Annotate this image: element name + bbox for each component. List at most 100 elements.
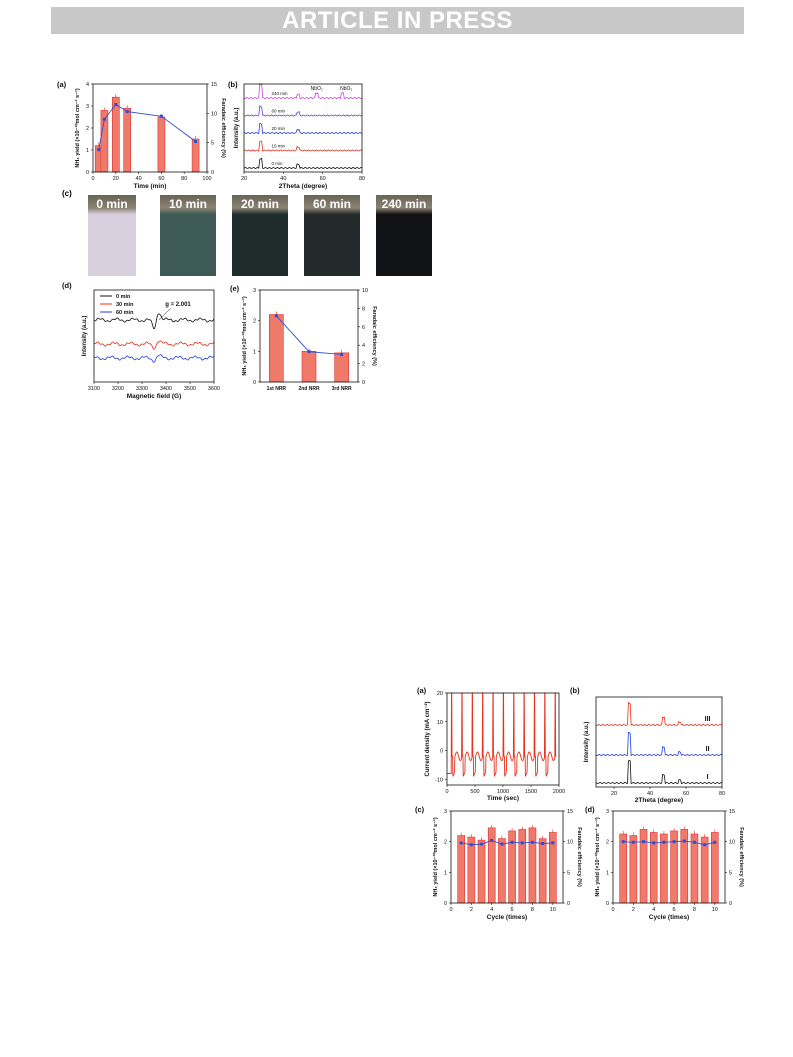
fig2a-xtick-label: 2000 (553, 789, 565, 795)
fig2c-ytick-label: 2 (444, 840, 447, 846)
fig1a-xtick-label: 100 (202, 176, 211, 182)
fig1d-frame (93, 289, 215, 383)
fig1e-ylabel-right: Faradaic efficiency (%) (371, 306, 377, 366)
fig1b-peak-label: NbO₂ (311, 86, 323, 92)
fig2c-ytick-label: 1 (444, 870, 447, 876)
fig1d-trace (93, 340, 215, 350)
fig2d-fe-point (713, 840, 717, 844)
fig2b-trace-label: II (706, 746, 710, 753)
fig1e-bar (269, 314, 284, 383)
fig2c-bar (467, 836, 476, 904)
fig2c-xtick-label: 4 (490, 907, 493, 913)
fig2c-rtick-label: 15 (567, 809, 573, 815)
fig1d-legend-label: 60 min (116, 310, 134, 316)
fig2d-ytick-label: 0 (606, 901, 609, 907)
fig1e-frame (259, 289, 359, 383)
fig1d-legend-label: 30 min (116, 302, 134, 308)
fig2d-fe-line (623, 840, 715, 846)
fig1a-ytick-label: 4 (86, 82, 89, 88)
fig1a-bar (123, 107, 131, 173)
fig2d-frame (612, 810, 726, 904)
fig1a-fe-point (159, 114, 163, 118)
fig1b-xlabel: 2Theta (degree) (279, 183, 327, 190)
fig1d-xtick-label: 3100 (88, 386, 100, 392)
fig2a-xtick-label: 1500 (525, 789, 537, 795)
fig2a-xtick-label: 0 (445, 789, 448, 795)
fig2c-bar (457, 835, 465, 904)
fig1b-peak-label: NbO₂ (340, 86, 352, 92)
fig2d-xtick-label: 0 (611, 907, 614, 913)
fig2d-fe-point (652, 841, 656, 845)
fig1e-category-label: 2nd NRR (298, 386, 320, 392)
fig2d-xtick-label: 2 (632, 907, 635, 913)
fig2c-fe-point (510, 840, 514, 844)
fig1e-fe-point (340, 352, 344, 356)
fig1-panel-c-label: (c) (62, 189, 72, 198)
fig2c-ytick-label: 0 (444, 901, 447, 907)
fig1a-fe-point (194, 139, 198, 143)
fig2c-fe-line (461, 839, 553, 846)
fig2c-fe-point (500, 842, 504, 846)
fig1c-photo: 0 min (88, 195, 136, 276)
fig2b-xlabel: 2Theta (degree) (635, 797, 683, 804)
fig1d-legend-label: 0 min (116, 294, 131, 300)
fig1e-bar (301, 351, 317, 383)
fig2b-xtick-label: 60 (683, 791, 689, 797)
fig2c-label: (c) (415, 805, 425, 814)
fig1d-xtick-label: 3400 (160, 386, 172, 392)
fig1e-category-label: 3rd NRR (332, 386, 352, 392)
fig1c-photo: 240 min (376, 195, 432, 276)
fig1b-trace-label: 240 min (272, 91, 289, 96)
fig1a-rtick-label: 0 (211, 170, 214, 176)
fig1e-ytick-label: 1 (253, 349, 256, 355)
fig1d-label: (d) (62, 281, 72, 290)
fig1d-xtick-label: 3300 (136, 386, 148, 392)
fig1e-rtick-label: 10 (362, 288, 368, 294)
fig2d-fe-point (703, 843, 707, 847)
fig2c-bar (518, 829, 527, 904)
fig1a-fe-line (98, 103, 196, 150)
fig1d-annotation-arrow (158, 307, 171, 321)
fig1e-rtick-label: 2 (362, 362, 365, 368)
fig2d-ytick-label: 1 (606, 870, 609, 876)
fig1b-trace-label: 0 min (272, 161, 284, 166)
fig1b-trace-label: 20 min (272, 126, 286, 131)
fig2b-ylabel: Intensity (a.u.) (584, 722, 590, 763)
fig2d-rtick-label: 5 (729, 870, 732, 876)
fig1a-fe-point (114, 103, 118, 107)
fig1c-photo: 60 min (304, 195, 360, 276)
fig2d-ytick-label: 2 (606, 840, 609, 846)
fig1a-rtick-label: 15 (211, 82, 217, 88)
fig2d-xlabel: Cycle (times) (649, 914, 689, 921)
fig1e-label: (e) (230, 284, 240, 293)
fig2c-fe-point (541, 842, 545, 846)
fig1a-xtick-label: 20 (113, 176, 119, 182)
fig2a-ytick-label: -10 (435, 777, 443, 783)
fig1a-frame (92, 83, 208, 173)
fig1b-trace (243, 83, 363, 100)
fig2b-trace-label: III (705, 716, 711, 723)
fig2c-ylabel-left: NH₃ yield (×10⁻¹⁰mol cm⁻² s⁻¹) (432, 817, 439, 896)
fig2a-xtick-label: 500 (470, 789, 479, 795)
fig1d-trace (93, 354, 215, 363)
fig1c-photo-caption: 10 min (168, 197, 207, 211)
fig1b-trace (243, 123, 363, 135)
fig1d-ylabel: Intensity (a.u.) (82, 316, 88, 357)
fig2c-bar (498, 838, 506, 904)
article-in-press-banner: ARTICLE IN PRESS (51, 7, 744, 34)
fig1d-trace (93, 313, 215, 330)
fig2d-bar (619, 833, 627, 904)
fig1e-rtick-label: 4 (362, 343, 365, 349)
fig2d-ytick-label: 3 (606, 809, 609, 815)
fig2c-bar (528, 827, 537, 904)
fig2c-fe-point (520, 841, 524, 845)
fig2c-rtick-label: 5 (567, 870, 570, 876)
fig2b-label: (b) (570, 686, 580, 695)
fig2d-fe-point (621, 840, 625, 844)
fig2c-rtick-label: 0 (567, 901, 570, 907)
fig2d-fe-point (642, 840, 646, 844)
fig1b-trace (243, 157, 363, 170)
fig1a-ylabel-left: NH₃ yield (×10⁻¹⁰mol cm⁻² s⁻¹) (74, 88, 81, 167)
